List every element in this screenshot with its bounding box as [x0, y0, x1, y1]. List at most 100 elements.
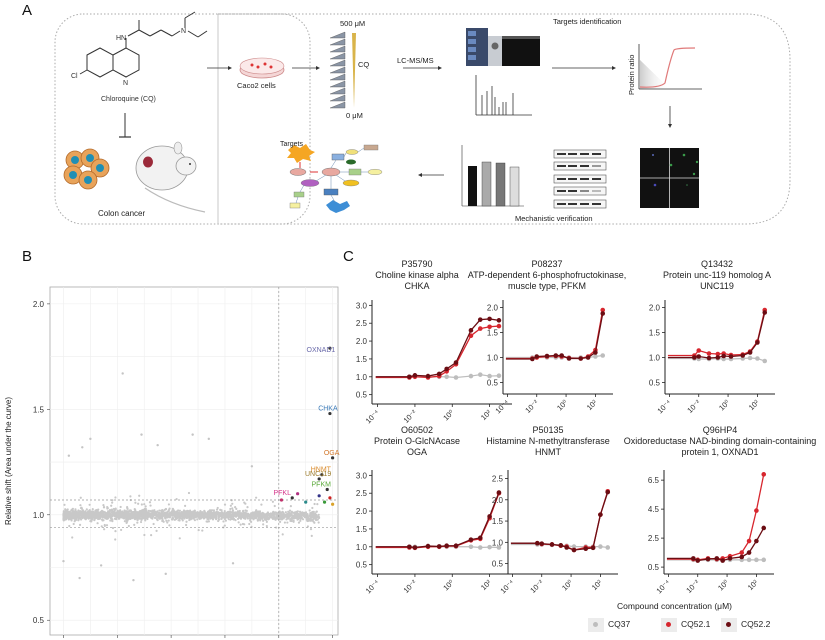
protein-point [162, 510, 165, 513]
data-point [585, 355, 591, 360]
protein-point [73, 512, 76, 516]
microscopy-image [640, 148, 699, 208]
protein-point [231, 509, 235, 512]
protein-point [115, 517, 118, 520]
data-point [714, 556, 720, 561]
data-point [544, 354, 550, 359]
protein-point [79, 518, 83, 521]
hit-point [328, 496, 332, 500]
data-point [590, 545, 596, 551]
x-tick-label: 10² [590, 578, 604, 592]
protein-point [196, 515, 200, 518]
data-point [535, 542, 540, 547]
data-point [477, 326, 483, 331]
targets-identification-label: Targets identification [553, 17, 621, 26]
series-line-cq52-1 [375, 325, 499, 379]
protein-point [288, 509, 292, 512]
data-point [706, 356, 712, 362]
protein-point [182, 516, 186, 519]
protein-point [195, 513, 198, 516]
protein-point [232, 517, 235, 520]
protein-point [273, 504, 276, 508]
protein-point [184, 523, 188, 527]
protein-point [105, 516, 109, 519]
data-point [739, 550, 745, 555]
series-line-cq37 [510, 543, 608, 549]
protein-point [96, 522, 99, 525]
x-tick-label: 10⁻² [685, 398, 702, 415]
protein-point [152, 515, 155, 518]
disease-label: Colon cancer [98, 209, 145, 218]
protein-point [133, 523, 136, 526]
protein-point [217, 517, 220, 520]
protein-point [125, 519, 128, 522]
protein-point [166, 512, 169, 515]
data-point [558, 543, 564, 549]
protein-point [213, 513, 216, 516]
data-point [715, 355, 721, 360]
protein-point [244, 502, 247, 505]
protein-point [267, 513, 270, 517]
data-point [746, 538, 752, 544]
protein-point [173, 515, 177, 518]
x-tick-label: 10⁻² [528, 578, 545, 595]
protein-point [119, 505, 122, 509]
protein-point [306, 516, 309, 519]
protein-point [172, 517, 175, 520]
data-point [578, 356, 584, 361]
cl-atom-label: Cl [71, 73, 78, 80]
protein-point [310, 516, 313, 519]
data-point [747, 350, 753, 355]
y-tick-label: 2.0 [487, 304, 499, 313]
protein-point [308, 518, 311, 522]
protein-point [71, 536, 74, 539]
data-point [564, 544, 569, 549]
data-point [444, 369, 449, 374]
protein-point [182, 509, 186, 512]
data-point [761, 525, 767, 531]
data-point [544, 353, 550, 359]
protein-point [166, 521, 169, 524]
protein-point [173, 510, 176, 514]
hit-point [322, 500, 327, 504]
protein-point [241, 522, 245, 526]
protein-point [121, 513, 124, 516]
y-tick-label: 1.5 [356, 355, 368, 364]
protein-point [189, 513, 193, 516]
protein-point [231, 502, 234, 505]
protein-point [219, 508, 222, 511]
protein-point [79, 496, 82, 499]
protein-point [75, 510, 78, 513]
series-line-cq52-2 [375, 492, 500, 549]
hit-point [296, 492, 300, 496]
data-point [715, 351, 721, 357]
hit-point-pfkl [290, 496, 294, 500]
protein-point [133, 513, 136, 517]
protein-point [317, 521, 320, 524]
data-point [496, 545, 502, 550]
data-point [571, 544, 577, 549]
protein-point [311, 513, 314, 516]
series-line-cq52-1 [666, 474, 765, 561]
protein-point [108, 508, 112, 512]
protein-point [245, 509, 248, 513]
protein-point [192, 517, 195, 520]
data-point [436, 373, 442, 379]
data-point [477, 535, 483, 541]
data-point [571, 547, 577, 553]
melting-curve-icon [638, 44, 702, 90]
subplot-protein-name: Protein unc-119 homolog A [663, 270, 771, 280]
protein-point [74, 515, 77, 518]
x-tick-label: 10² [479, 578, 493, 592]
data-point [571, 547, 577, 553]
data-point [593, 354, 598, 359]
validation-bar-chart [461, 145, 524, 207]
data-point [600, 311, 606, 316]
protein-point [202, 517, 206, 520]
dose-response-plot-oga: 0.5 1.0 1.5 2.0 2.5 3.0 10⁻⁴ 10⁻² 10⁰ 10² [356, 470, 512, 595]
protein-point [114, 538, 117, 541]
data-point [715, 356, 721, 361]
protein-point [303, 514, 306, 517]
data-point [468, 328, 474, 333]
protein-point [253, 514, 256, 517]
